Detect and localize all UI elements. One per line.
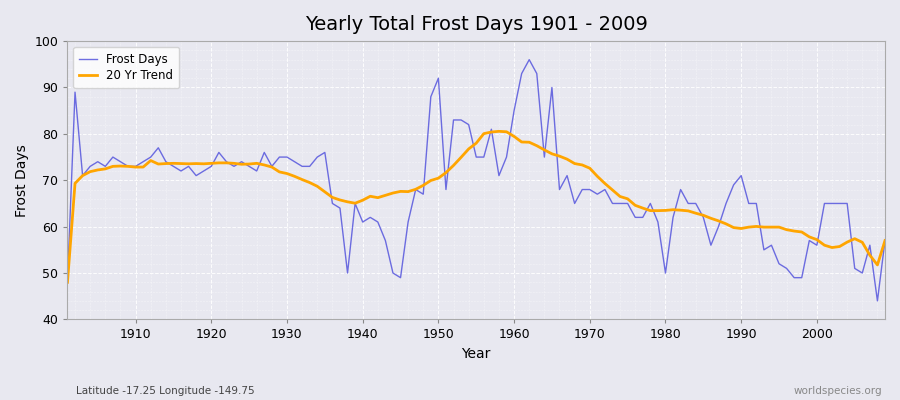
20 Yr Trend bbox=[289, 174, 300, 179]
20 Yr Trend bbox=[335, 198, 346, 202]
20 Yr Trend bbox=[508, 134, 519, 139]
Line: Frost Days: Frost Days bbox=[68, 60, 885, 301]
Frost Days bbox=[608, 201, 618, 206]
Frost Days bbox=[501, 155, 512, 160]
Frost Days bbox=[879, 238, 890, 243]
Text: worldspecies.org: worldspecies.org bbox=[794, 386, 882, 396]
Frost Days bbox=[872, 298, 883, 303]
20 Yr Trend bbox=[517, 140, 527, 144]
20 Yr Trend bbox=[879, 238, 890, 243]
Frost Days bbox=[524, 57, 535, 62]
Y-axis label: Frost Days: Frost Days bbox=[15, 144, 29, 217]
Frost Days bbox=[289, 159, 300, 164]
Frost Days bbox=[122, 164, 133, 169]
Frost Days bbox=[335, 206, 346, 210]
20 Yr Trend bbox=[493, 129, 504, 134]
20 Yr Trend bbox=[122, 164, 133, 169]
Title: Yearly Total Frost Days 1901 - 2009: Yearly Total Frost Days 1901 - 2009 bbox=[305, 15, 648, 34]
Text: Latitude -17.25 Longitude -149.75: Latitude -17.25 Longitude -149.75 bbox=[76, 386, 255, 396]
Frost Days bbox=[62, 280, 73, 285]
Line: 20 Yr Trend: 20 Yr Trend bbox=[68, 131, 885, 282]
Frost Days bbox=[508, 108, 519, 113]
Legend: Frost Days, 20 Yr Trend: Frost Days, 20 Yr Trend bbox=[74, 47, 179, 88]
X-axis label: Year: Year bbox=[462, 347, 490, 361]
20 Yr Trend bbox=[62, 280, 73, 285]
20 Yr Trend bbox=[608, 188, 618, 192]
